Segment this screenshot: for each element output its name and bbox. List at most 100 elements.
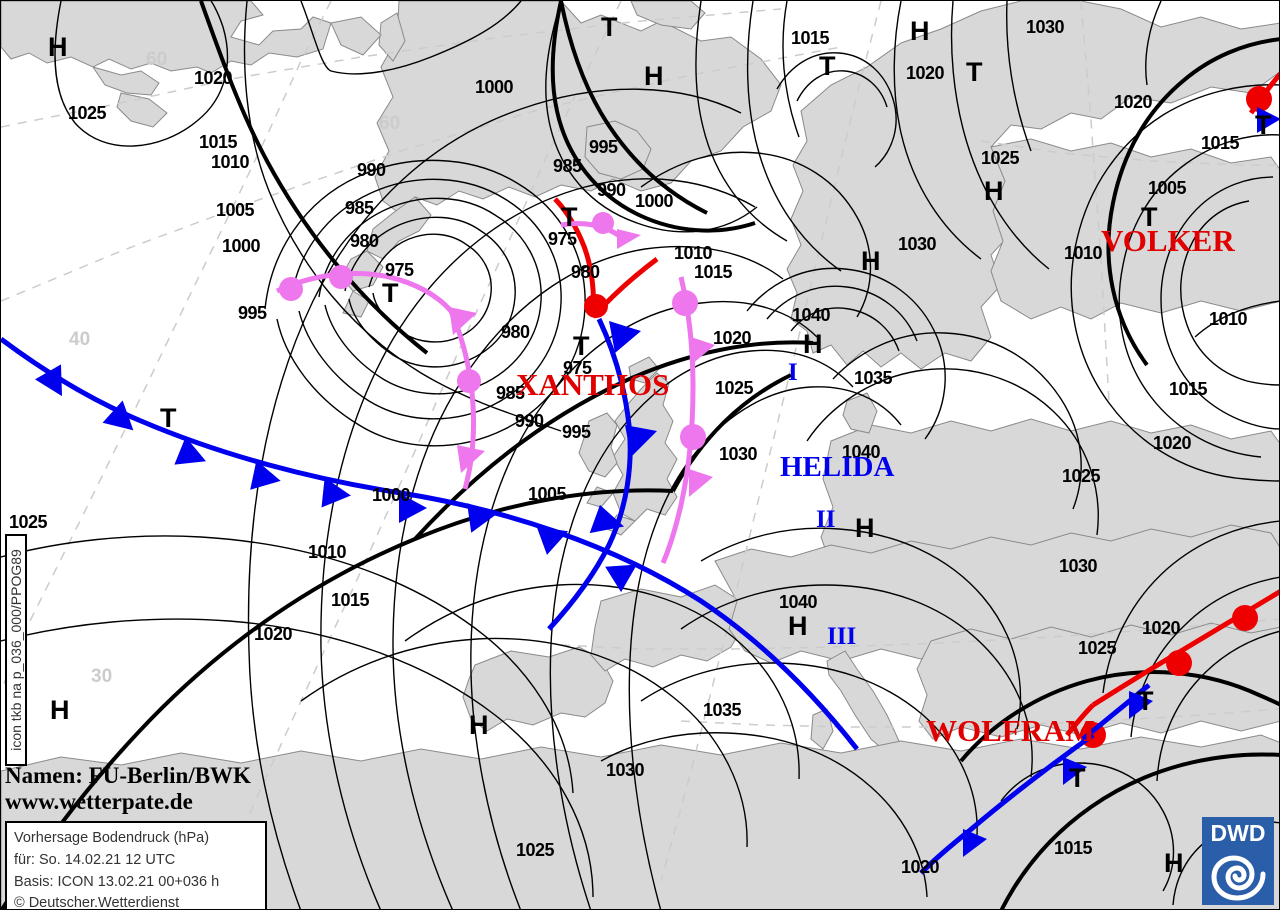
isobar-label-1000: 1000 [475,77,514,97]
latitude-label-60: 60 [146,49,168,70]
low-pressure-center: T [1069,763,1086,793]
isobar-label-1005: 1005 [216,200,255,220]
isobar-label-1020: 1020 [254,624,293,644]
low-pressure-center: T [1141,202,1158,232]
isobar-label-1040: 1040 [792,305,831,325]
credit-block: Namen: FU-Berlin/BWK www.wetterpate.de [5,763,251,816]
isobar-label-1005: 1005 [528,484,567,504]
low-pressure-center: T [561,202,578,232]
occluded-front-britain [660,276,715,564]
isobar-label-990: 990 [515,411,544,431]
high-pressure-center: H [984,176,1004,206]
product-id-text: icon tkb na p_036_000/PPOG89 [8,549,24,751]
high-pressure-center: H [788,611,808,641]
dwd-logo: DWD [1202,817,1274,905]
high-pressure-center: H [855,513,875,543]
low-pressure-center: T [966,57,983,87]
isobar-label-1040: 1040 [842,442,881,462]
low-pressure-center: T [1255,110,1272,140]
isobar-label-1020: 1020 [194,68,233,88]
low-pressure-center: T [573,331,590,361]
warm-front-xanthos [553,197,659,319]
legend-product: Vorhersage Bodendruck (hPa) [14,830,210,846]
isobar-label-1030: 1030 [1026,17,1065,37]
isobar-label-1025: 1025 [516,840,555,860]
legend-valid-time: für: So. 14.02.21 12 UTC [14,851,176,868]
high-pressure-center: H [910,16,930,46]
front-topright [1246,71,1279,133]
roman-numeral-i: I [788,359,798,386]
isobar-label-975: 975 [563,358,592,378]
isobar-label-1000: 1000 [635,191,674,211]
low-pressure-center: T [819,51,836,81]
storm-name-wolfram: WOLFRAM [926,713,1095,748]
storm-name-helida: HELIDA [780,451,895,483]
isobar-label-1030: 1030 [606,760,645,780]
legend-model-basis: Basis: ICON 13.02.21 00+036 h [14,873,220,890]
isobar-label-1025: 1025 [9,512,48,532]
isobar-label-1015: 1015 [791,28,830,48]
high-pressure-center: H [803,329,823,359]
front-wolfram [919,589,1279,875]
isobar-label-1010: 1010 [308,542,347,562]
isobar-label-1010: 1010 [1209,309,1248,329]
isobar-label-980: 980 [350,231,379,251]
storm-name-xanthos: XANTHOS [516,367,670,402]
isobar-label-985: 985 [345,198,374,218]
isobar-label-990: 990 [357,160,386,180]
high-pressure-center: H [644,61,664,91]
low-pressure-center: T [1137,686,1154,716]
isobar-label-1020: 1020 [1114,92,1153,112]
isobar-label-1015: 1015 [1169,379,1208,399]
high-pressure-center: H [48,32,68,62]
dwd-logo-text: DWD [1210,820,1266,846]
isobar-label-1030: 1030 [719,444,758,464]
isobar-label-1015: 1015 [1201,133,1240,153]
isobar-label-1015: 1015 [1054,838,1093,858]
isobar-label-1020: 1020 [1153,433,1192,453]
high-pressure-center: H [1164,848,1184,878]
isobar-label-1015: 1015 [331,590,370,610]
isobar-label-1025: 1025 [1062,466,1101,486]
isobar-label-1010: 1010 [1064,243,1103,263]
isobar-label-990: 990 [597,180,626,200]
credit-website: www.wetterpate.de [5,789,193,815]
latitude-label-60: 60 [379,113,401,134]
isobar-label-980: 980 [501,322,530,342]
legend-copyright: © Deutscher.Wetterdienst [14,895,180,910]
isobar-label-1025: 1025 [1078,638,1117,658]
isobar-label-975: 975 [548,229,577,249]
storm-name-volker: VOLKER [1101,223,1235,258]
cold-front-atlantic [1,336,859,751]
isobar-label-1020: 1020 [901,857,940,877]
isobar-label-1000: 1000 [222,236,261,256]
isobar-label-1000: 1000 [372,485,411,505]
isobar-label-995: 995 [238,303,267,323]
isobar-label-1030: 1030 [1059,556,1098,576]
isobar-label-995: 995 [562,422,591,442]
isobar-label-980: 980 [571,262,600,282]
isobar-label-1035: 1035 [703,700,742,720]
high-pressure-center: H [469,710,489,740]
isobar-label-985: 985 [496,383,525,403]
isobar-label-1010: 1010 [674,243,713,263]
latitude-label-30: 30 [91,666,113,687]
roman-numeral-ii: II [816,506,836,533]
high-pressure-center: H [861,246,881,276]
isobar-label-1010: 1010 [211,152,250,172]
isobar-label-1030: 1030 [898,234,937,254]
latitude-label-40: 40 [69,329,91,350]
credit-names: Namen: FU-Berlin/BWK [5,763,251,788]
isobar-label-1020: 1020 [906,63,945,83]
legend-box: Vorhersage Bodendruck (hPa) für: So. 14.… [5,821,267,910]
high-pressure-center: H [50,695,70,725]
isobar-label-1025: 1025 [68,103,107,123]
isobar-label-1025: 1025 [981,148,1020,168]
isobar-label-1035: 1035 [854,368,893,388]
